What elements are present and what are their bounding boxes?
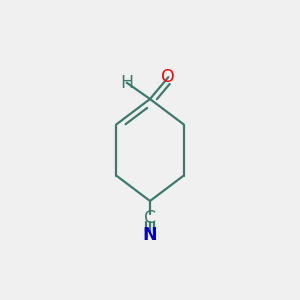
Text: C: C (144, 209, 156, 227)
Text: O: O (161, 68, 175, 86)
Text: N: N (143, 226, 157, 244)
Text: H: H (120, 74, 133, 92)
